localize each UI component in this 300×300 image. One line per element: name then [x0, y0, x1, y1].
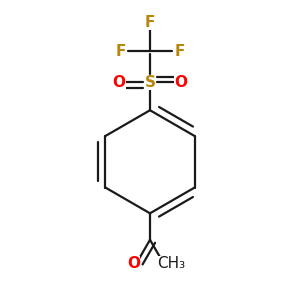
Text: O: O — [128, 256, 140, 271]
Text: O: O — [174, 75, 188, 90]
Text: F: F — [145, 15, 155, 30]
Text: F: F — [174, 44, 184, 59]
Text: S: S — [145, 75, 155, 90]
Text: F: F — [116, 44, 126, 59]
Text: O: O — [112, 75, 126, 90]
Text: CH₃: CH₃ — [157, 256, 185, 271]
